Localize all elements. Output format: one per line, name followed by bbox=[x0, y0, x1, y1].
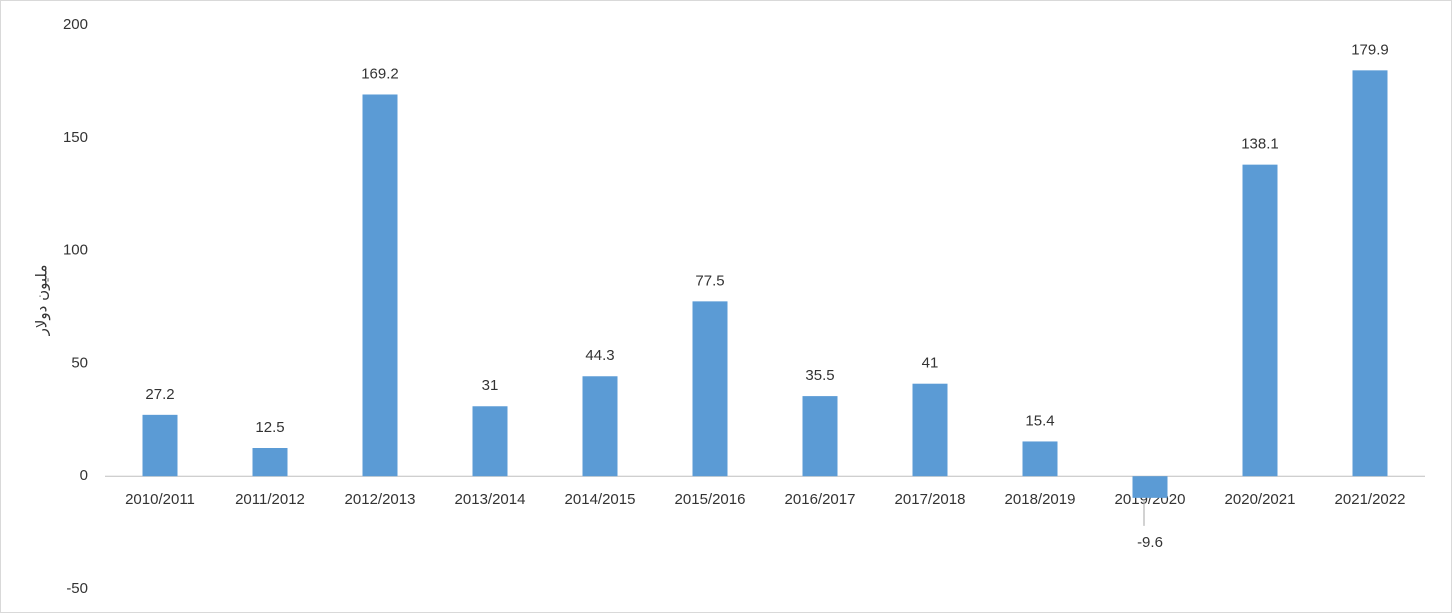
data-label: 31 bbox=[482, 377, 499, 394]
y-axis-title: مليون دولار bbox=[33, 265, 51, 337]
bar bbox=[1022, 441, 1058, 477]
bar bbox=[142, 414, 178, 477]
bar bbox=[252, 448, 288, 477]
y-tick-label: 0 bbox=[80, 467, 88, 484]
bar bbox=[1132, 476, 1168, 498]
data-label: 138.1 bbox=[1241, 136, 1279, 153]
x-tick-label: 2012/2013 bbox=[345, 491, 416, 508]
y-tick-label: 150 bbox=[63, 129, 88, 146]
data-label: 169.2 bbox=[361, 65, 399, 82]
x-tick-label: 2021/2022 bbox=[1335, 491, 1406, 508]
bar bbox=[582, 376, 618, 477]
data-label: 12.5 bbox=[255, 419, 284, 436]
data-label: 179.9 bbox=[1351, 41, 1389, 58]
bar bbox=[1242, 164, 1278, 477]
bar bbox=[692, 301, 728, 477]
bar bbox=[1352, 70, 1388, 477]
bar bbox=[362, 94, 398, 477]
bar bbox=[472, 406, 508, 477]
bar bbox=[802, 396, 838, 477]
x-tick-label: 2011/2012 bbox=[235, 491, 305, 508]
y-tick-label: -50 bbox=[66, 580, 88, 597]
data-label: 27.2 bbox=[145, 386, 174, 403]
y-tick-label: 100 bbox=[63, 242, 88, 259]
data-label: 77.5 bbox=[695, 272, 724, 289]
data-label: 44.3 bbox=[585, 347, 614, 364]
data-label: 15.4 bbox=[1025, 412, 1054, 429]
x-tick-label: 2013/2014 bbox=[455, 491, 526, 508]
data-label: -9.6 bbox=[1137, 534, 1163, 551]
data-label: 41 bbox=[922, 355, 939, 372]
bar bbox=[912, 383, 948, 477]
x-tick-label: 2016/2017 bbox=[785, 491, 856, 508]
x-tick-label: 2017/2018 bbox=[895, 491, 966, 508]
x-tick-label: 2020/2021 bbox=[1225, 491, 1296, 508]
data-label: 35.5 bbox=[805, 367, 834, 384]
x-tick-label: 2019/2020 bbox=[1115, 491, 1186, 508]
x-tick-label: 2015/2016 bbox=[675, 491, 746, 508]
x-tick-label: 2014/2015 bbox=[565, 491, 636, 508]
x-tick-label: 2018/2019 bbox=[1005, 491, 1076, 508]
y-tick-label: 200 bbox=[63, 16, 88, 33]
y-tick-label: 50 bbox=[71, 354, 88, 371]
x-tick-label: 2010/2011 bbox=[125, 491, 195, 508]
